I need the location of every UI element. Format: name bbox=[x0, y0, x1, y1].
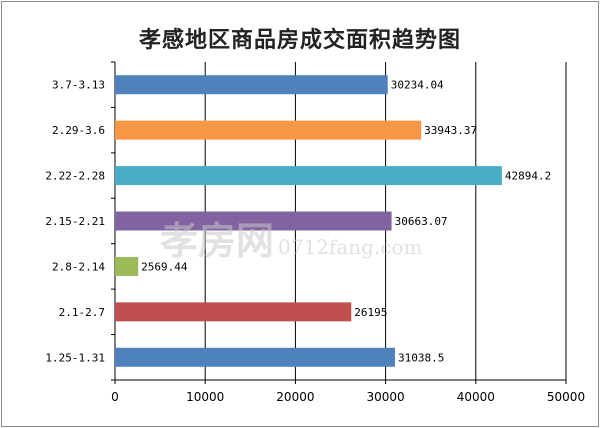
x-tick-label: 50000 bbox=[547, 390, 585, 404]
y-tick-label: 1.25-1.31 bbox=[45, 351, 105, 364]
watermark: 孝房网 0712fang.com bbox=[160, 210, 423, 265]
x-tick-label: 10000 bbox=[186, 390, 224, 404]
y-tick-label: 2.29-3.6 bbox=[52, 124, 105, 137]
data-label: 42894.2 bbox=[505, 170, 551, 183]
y-tick-label: 2.15-2.21 bbox=[45, 215, 105, 228]
x-tick-label: 30000 bbox=[367, 390, 405, 404]
y-tick-label: 2.1-2.7 bbox=[59, 306, 105, 319]
bar bbox=[115, 75, 388, 95]
bar bbox=[115, 347, 395, 367]
data-label: 26195 bbox=[354, 306, 387, 319]
watermark-main: 孝房网 bbox=[160, 218, 275, 263]
y-tick-label: 3.7-3.13 bbox=[52, 79, 105, 92]
data-label: 30663.07 bbox=[395, 215, 448, 228]
bar bbox=[115, 302, 352, 322]
data-label: 30234.04 bbox=[391, 79, 444, 92]
bar bbox=[115, 166, 502, 186]
chart-title: 孝感地区商品房成交面积趋势图 bbox=[138, 27, 461, 53]
x-tick-label: 0 bbox=[111, 390, 119, 404]
data-label: 31038.5 bbox=[398, 351, 444, 364]
watermark-url: 0712fang.com bbox=[278, 235, 423, 259]
bar bbox=[115, 120, 422, 140]
x-tick-label: 40000 bbox=[457, 390, 495, 404]
bar bbox=[115, 256, 139, 276]
data-label: 33943.37 bbox=[424, 124, 477, 137]
y-tick-label: 2.22-2.28 bbox=[45, 170, 105, 183]
y-tick-label: 2.8-2.14 bbox=[52, 260, 105, 273]
x-tick-label: 20000 bbox=[276, 390, 314, 404]
bar bbox=[115, 211, 392, 231]
data-label: 2569.44 bbox=[141, 260, 188, 273]
